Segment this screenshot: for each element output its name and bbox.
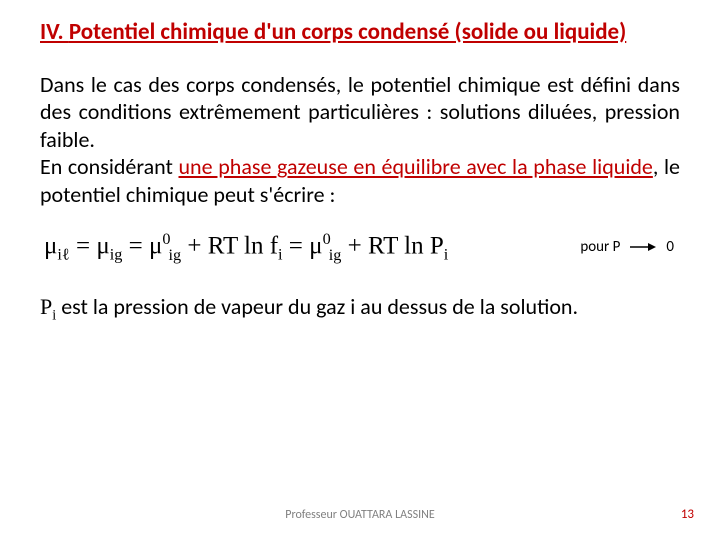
arrow-icon: [630, 242, 656, 252]
limit-condition: pour P 0: [580, 238, 680, 256]
footer: Professeur OUATTARA LASSINE: [0, 508, 720, 522]
pi-symbol: Pi: [40, 294, 56, 319]
eq-eq1: =: [70, 233, 97, 260]
equation-row: μiℓ = μig = μ0ig + RT ln fi = μ0ig + RT …: [40, 230, 680, 264]
page-number: 13: [681, 507, 694, 522]
chemical-potential-equation: μiℓ = μig = μ0ig + RT ln fi = μ0ig + RT …: [40, 230, 448, 264]
pour-limit: 0: [666, 238, 674, 256]
eq-sub-i2: i: [444, 246, 449, 264]
eq-sub-ig3: ig: [329, 246, 342, 264]
eq-eq3: =: [283, 233, 310, 260]
eq-mu1: μ: [44, 233, 57, 260]
eq-sub-il: iℓ: [57, 246, 69, 264]
eq-rtlnf: RT ln f: [208, 233, 278, 260]
pi-p: P: [40, 294, 52, 319]
p1-part1: Dans le cas des corps condensés, le pote…: [40, 71, 680, 153]
paragraph-1: Dans le cas des corps condensés, le pote…: [40, 71, 680, 209]
footer-text: Professeur OUATTARA LASSINE: [285, 508, 434, 522]
p1-part2a: En considérant: [40, 153, 179, 180]
heading-prefix: IV.: [40, 18, 69, 46]
eq-mu4: μ: [309, 233, 322, 260]
section-heading: IV. Potentiel chimique d'un corps conden…: [40, 18, 680, 47]
eq-plus1: +: [181, 233, 208, 260]
p1-highlight: une phase gazeuse en équilibre avec la p…: [179, 153, 653, 180]
eq-mu3: μ: [149, 233, 162, 260]
paragraph-2: Pi est la pression de vapeur du gaz i au…: [40, 293, 680, 325]
eq-eq2: =: [122, 233, 149, 260]
heading-text: Potentiel chimique d'un corps condensé (…: [69, 18, 626, 46]
eq-sub-ig2: ig: [169, 246, 182, 264]
eq-plus2: +: [341, 233, 368, 260]
eq-sub-ig1: ig: [110, 246, 123, 264]
eq-mu2: μ: [96, 233, 109, 260]
p2-text: est la pression de vapeur du gaz i au de…: [56, 293, 578, 320]
pour-label: pour P: [580, 238, 620, 256]
eq-rtlnp: RT ln P: [368, 233, 444, 260]
